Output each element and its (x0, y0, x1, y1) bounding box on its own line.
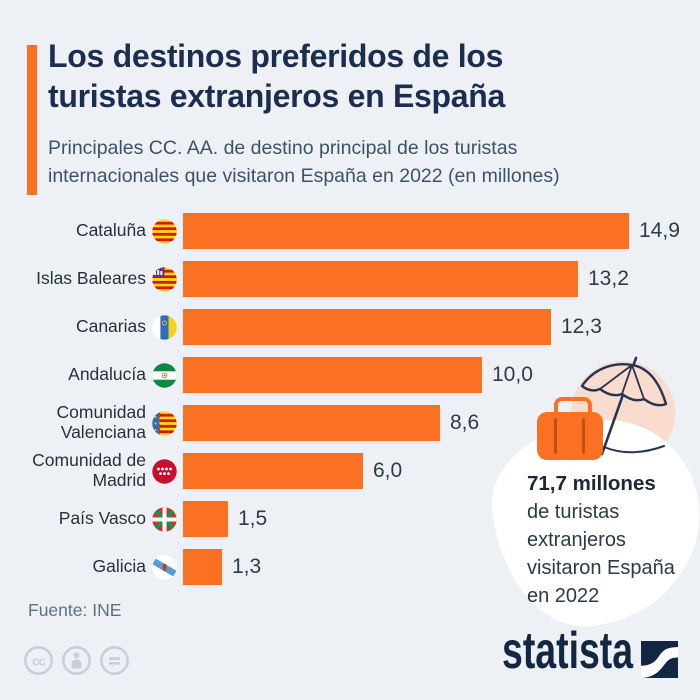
bar (183, 357, 482, 393)
category-label: Comunidad Valenciana (56, 402, 147, 442)
bar-row: Islas Baleares 13,2 (28, 261, 676, 297)
page-title: Los destinos preferidos de los turistas … (48, 36, 505, 116)
category-label: Comunidad de Madrid (32, 450, 146, 490)
category-label: País Vasco (58, 508, 146, 529)
bar-track: 10,0 (183, 357, 676, 393)
value-label: 14,9 (639, 219, 680, 242)
category-label: Cataluña (75, 220, 146, 241)
value-label: 12,3 (561, 315, 602, 338)
category-label: Canarias (75, 316, 146, 337)
bar-row: Comunidad de Madrid 6,0 (28, 450, 676, 490)
bar-row: País Vasco 1,5 (28, 501, 676, 537)
value-label: 1,5 (238, 507, 268, 530)
bar-row: Cataluña 14,9 (28, 213, 680, 249)
bar (183, 549, 222, 585)
value-label: 6,0 (373, 459, 403, 482)
bar-track: 8,6 (183, 405, 676, 441)
svg-text:cc: cc (32, 653, 45, 668)
bar (183, 453, 363, 489)
source-note: Fuente: INE (28, 600, 122, 620)
annotation-line: extranjeros (527, 529, 626, 551)
flag-canarias-icon (152, 314, 177, 340)
no-derivatives-icon[interactable] (99, 645, 130, 676)
annotation-headline: 71,7 millones (527, 472, 656, 495)
flag-islas-baleares-icon (152, 266, 177, 292)
bar-track: 13,2 (183, 261, 676, 297)
value-label: 13,2 (588, 267, 629, 290)
attribution-person-icon[interactable] (61, 645, 92, 676)
category-label: Andalucía (68, 364, 146, 385)
value-label: 8,6 (450, 411, 480, 434)
bar-row: Galicia 1,3 (28, 549, 676, 585)
cc-icon[interactable]: cc (23, 645, 54, 676)
bar-track: 1,3 (183, 549, 676, 585)
page-subtitle: Principales CC. AA. de destino principal… (48, 134, 560, 190)
bar (183, 213, 629, 249)
statista-logo-icon[interactable] (641, 641, 678, 678)
bar-track: 6,0 (183, 453, 676, 489)
bar-track: 14,9 (183, 213, 680, 249)
annotation-line: en 2022 (527, 585, 600, 607)
bar (183, 405, 440, 441)
bar-row: Canarias 12,3 (28, 309, 676, 345)
category-label: Galicia (92, 556, 147, 577)
title-line-2: turistas extranjeros en España (48, 78, 505, 114)
beach-umbrella-icon (580, 356, 668, 456)
suitcase-icon (537, 412, 603, 460)
bar (183, 261, 578, 297)
annotation-text: 71,7 millones de turistas extranjeros vi… (527, 470, 699, 610)
flag-andalucia-icon (152, 362, 177, 388)
value-label: 1,3 (232, 555, 262, 578)
flag-cataluna-icon (152, 218, 177, 244)
subtitle-line-1: Principales CC. AA. de destino principal… (48, 137, 518, 159)
flag-comunidad-de-madrid-icon (152, 458, 177, 484)
flag-pais-vasco-icon (152, 506, 177, 532)
annotation-line: visitaron España (527, 557, 675, 579)
statista-wordmark[interactable]: statista (502, 622, 634, 680)
accent-bar (27, 45, 37, 195)
bar-track: 12,3 (183, 309, 676, 345)
value-label: 10,0 (492, 363, 533, 386)
license-icons[interactable]: cc (23, 645, 130, 676)
bar-chart: Cataluña 14,9 Islas Baleares 13,2 Canarias… (28, 213, 680, 597)
title-line-1: Los destinos preferidos de los (48, 38, 504, 74)
bar (183, 309, 551, 345)
flag-galicia-icon (152, 554, 177, 580)
bar-row: Comunidad Valenciana 8,6 (28, 402, 676, 442)
flag-comunidad-valenciana-icon (152, 410, 177, 436)
annotation-line: de turistas (527, 501, 620, 523)
bar-row: Andalucía 10,0 (28, 357, 676, 393)
subtitle-line-2: internacionales que visitaron España en … (48, 165, 560, 187)
bar (183, 501, 228, 537)
category-label: Islas Baleares (36, 268, 146, 289)
bar-track: 1,5 (183, 501, 676, 537)
